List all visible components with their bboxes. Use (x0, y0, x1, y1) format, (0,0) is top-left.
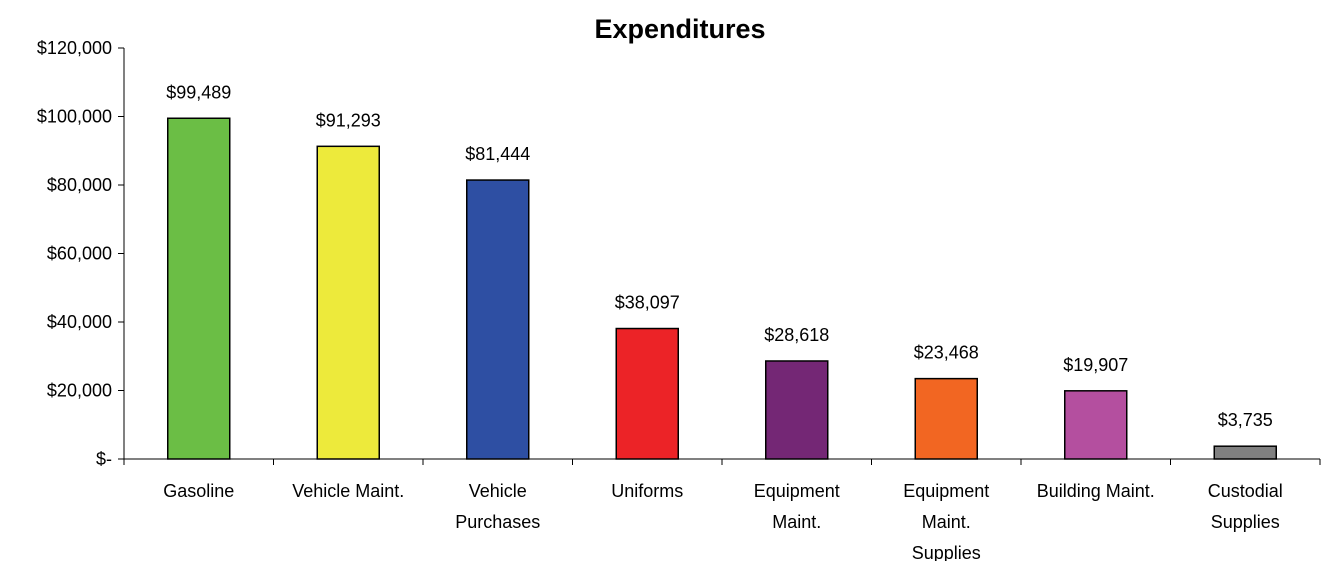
y-axis: $- $20,000 $40,000 $60,000 $80,000 $100,000 $1… (37, 38, 125, 469)
category-label: Vehicle Purchases (455, 481, 540, 532)
data-labels: $99,489 $91,293 $81,444 $38,097 $28,618 $23,4… (166, 82, 1273, 430)
data-label: $19,907 (1063, 355, 1128, 375)
y-tick-label: $120,000 (37, 38, 112, 58)
bar (615, 327, 679, 460)
category-labels: Gasoline Vehicle Maint. Vehicle Purchases Un… (163, 481, 1283, 561)
data-label: $38,097 (615, 293, 680, 313)
bar (167, 117, 231, 460)
category-label: Gasoline (163, 481, 234, 501)
data-label: $81,444 (465, 144, 530, 164)
category-label: Uniforms (611, 481, 683, 501)
bar (316, 145, 380, 460)
bar (466, 179, 530, 460)
y-tick-label: $40,000 (47, 312, 112, 332)
data-label: $91,293 (316, 110, 381, 130)
y-tick-label: $80,000 (47, 175, 112, 195)
category-label: Equipment Maint. (754, 481, 840, 532)
data-label: $99,489 (166, 82, 231, 102)
category-label: Vehicle Maint. (292, 481, 404, 501)
bar (765, 360, 829, 460)
y-tick-label: $20,000 (47, 381, 112, 401)
category-label: Custodial Supplies (1208, 481, 1283, 532)
bars (167, 117, 1277, 460)
data-label: $28,618 (764, 325, 829, 345)
bar (1064, 390, 1128, 460)
y-tick-label: $- (96, 449, 112, 469)
data-label: $23,468 (914, 343, 979, 363)
chart-title: Expenditures (594, 14, 765, 44)
bar (1213, 445, 1277, 460)
y-tick-label: $60,000 (47, 244, 112, 264)
category-label: Equipment Maint. Supplies (903, 481, 989, 561)
x-axis (123, 458, 1321, 465)
category-label: Building Maint. (1037, 481, 1155, 501)
y-tick-label: $100,000 (37, 107, 112, 127)
data-label: $3,735 (1218, 410, 1273, 430)
bar (914, 377, 978, 460)
